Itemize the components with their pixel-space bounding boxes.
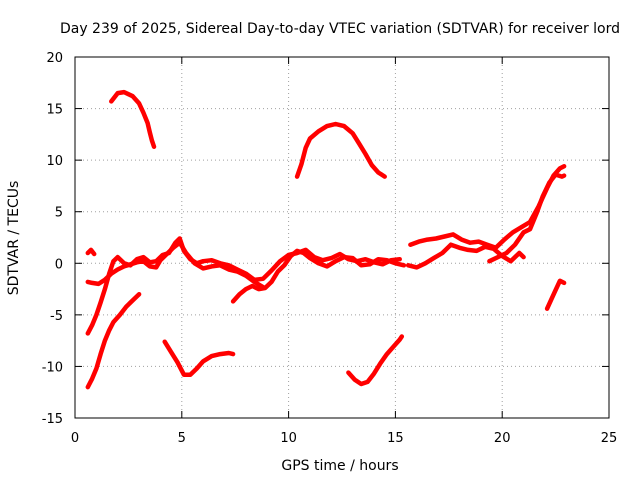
x-tick-label: 10: [280, 431, 297, 446]
y-tick-label: -10: [42, 360, 63, 375]
series-arc-13: [544, 278, 567, 311]
series-arc-6: [230, 248, 407, 304]
x-tick-label: 0: [71, 431, 79, 446]
y-tick-label: 5: [55, 206, 63, 221]
y-tick-label: 15: [46, 103, 63, 118]
series-arc-8: [162, 339, 236, 377]
y-axis-ticks: -15 -10 -5 0 5 10 15 20: [42, 51, 609, 427]
y-tick-label: -15: [42, 412, 63, 427]
y-tick-label: -5: [50, 309, 63, 324]
y-tick-label: 20: [46, 51, 63, 66]
series-arc-11: [405, 242, 526, 270]
x-tick-label: 25: [601, 431, 618, 446]
series-arc-1: [109, 89, 157, 149]
series-arc-7: [85, 291, 142, 390]
series-arc-2: [294, 121, 387, 179]
series-arc-5: [85, 247, 97, 257]
data-series: [85, 89, 567, 390]
y-axis-label: SDTVAR / TECUs: [6, 181, 22, 296]
series-arc-9: [346, 334, 405, 387]
series-arc-4: [85, 240, 266, 290]
plot-frame: [74, 56, 610, 419]
x-axis-label: GPS time / hours: [281, 458, 398, 474]
y-tick-label: 0: [55, 257, 63, 272]
x-axis-ticks: 0 5 10 15 20 25: [71, 57, 617, 446]
x-tick-label: 5: [178, 431, 186, 446]
grid-lines: [75, 57, 609, 418]
chart-title: Day 239 of 2025, Sidereal Day-to-day VTE…: [60, 21, 620, 37]
series-arc-3: [85, 236, 402, 336]
x-tick-label: 15: [387, 431, 404, 446]
x-tick-label: 20: [494, 431, 511, 446]
series-arc-12: [487, 172, 567, 264]
y-tick-label: 10: [46, 154, 63, 169]
